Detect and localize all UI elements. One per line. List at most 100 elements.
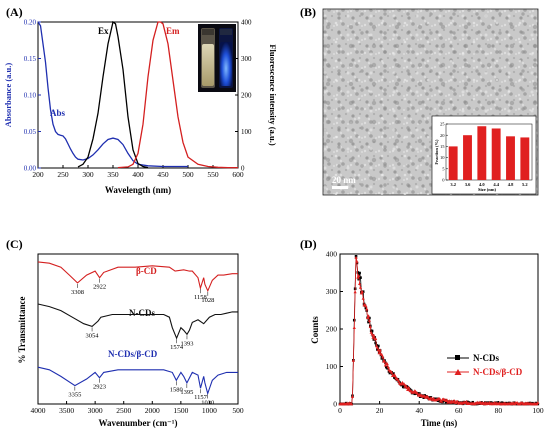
decay-point bbox=[364, 306, 368, 310]
y-tick-label-left: 0.05 bbox=[24, 128, 37, 136]
peak-label: 1580 bbox=[170, 386, 183, 393]
y-tick-label: 200 bbox=[326, 325, 338, 334]
y-tick-label-right: 400 bbox=[241, 19, 252, 27]
panel-c-xlabel: Wavenumber (cm⁻¹) bbox=[98, 418, 177, 428]
x-tick-label: 350 bbox=[107, 170, 119, 179]
panel-a-ylabel-left: Absorbance (a.u.) bbox=[3, 63, 13, 128]
ftir-line bbox=[37, 261, 238, 293]
panel-a-right-ticks: 0 100 200 300 400 bbox=[235, 19, 252, 173]
hist-x-tick-label: 4.8 bbox=[508, 182, 514, 187]
peak-label: 3308 bbox=[71, 289, 84, 296]
histogram: 0 5 10 15 20 25 3.2 3.6 4.0 4.4 4.8 5.2 bbox=[440, 122, 533, 187]
decay-point bbox=[370, 329, 374, 333]
decay-point bbox=[374, 341, 377, 345]
x-tick-label: 3500 bbox=[59, 406, 74, 415]
decay-point bbox=[359, 276, 362, 279]
decay-point bbox=[365, 307, 369, 311]
x-tick-label: 20 bbox=[376, 406, 384, 415]
decay-point bbox=[356, 275, 360, 279]
x-tick-label: 200 bbox=[32, 170, 44, 179]
panel-c-axes-frame bbox=[37, 253, 239, 405]
histogram-frame bbox=[445, 123, 533, 181]
decay-point bbox=[361, 290, 365, 293]
legend-ncds: N-CDs bbox=[473, 353, 499, 363]
panel-d-xlabel: Time (ns) bbox=[421, 418, 458, 428]
panel-b: (B) 20 nm 0 5 10 15 20 25 3.2 3.6 4.0 4.4 4.8 5.2 S… bbox=[300, 5, 539, 196]
hist-x-tick-label: 4.0 bbox=[479, 182, 485, 187]
panel-a-label: (A) bbox=[6, 5, 23, 19]
peak-label: 1028 bbox=[201, 297, 214, 304]
decay-point bbox=[351, 358, 355, 362]
decay-point bbox=[350, 394, 355, 398]
peak-label: 1157 bbox=[194, 394, 208, 401]
decay-point bbox=[358, 271, 361, 275]
decay-point bbox=[381, 355, 385, 359]
y-tick-label: 300 bbox=[326, 287, 338, 296]
decay-point bbox=[390, 370, 394, 374]
x-tick-label: 500 bbox=[182, 170, 194, 179]
decay-point bbox=[355, 259, 359, 263]
x-tick-label: 400 bbox=[132, 170, 144, 179]
decay-point bbox=[384, 361, 387, 365]
histogram-bar bbox=[463, 135, 472, 180]
panel-d-label: (D) bbox=[300, 237, 317, 251]
y-tick-label-left: 0.00 bbox=[24, 165, 37, 173]
histogram-xlabel: Size (nm) bbox=[478, 187, 497, 192]
decay-point bbox=[366, 316, 370, 320]
decay-point bbox=[357, 274, 361, 278]
ftir-line bbox=[37, 366, 238, 396]
x-tick-label: 80 bbox=[495, 406, 503, 415]
ex-label: Ex bbox=[98, 26, 109, 36]
panel-a-x-ticks: 200 250 300 350 400 450 500 550 600 bbox=[32, 165, 244, 179]
panel-d-axes-frame bbox=[339, 253, 539, 405]
y-tick-label: 100 bbox=[326, 362, 338, 371]
mix-label: N-CDs/β-CD bbox=[108, 349, 158, 359]
peak-label: 1574 bbox=[170, 344, 184, 351]
peak-label: 1158 bbox=[194, 294, 207, 301]
histogram-bar bbox=[448, 146, 458, 180]
decay-point bbox=[354, 255, 358, 259]
decay-point bbox=[370, 332, 374, 336]
panel-a-ylabel-right: Fluorescence intensity (a.u.) bbox=[268, 44, 278, 146]
decay-point bbox=[439, 399, 444, 403]
x-tick-label: 500 bbox=[232, 406, 244, 415]
hist-x-tick-label: 5.2 bbox=[522, 182, 528, 187]
y-tick-label-right: 0 bbox=[241, 165, 245, 173]
legend-mix: N-CDs/β-CD bbox=[473, 367, 523, 377]
x-tick-label: 450 bbox=[157, 170, 169, 179]
histogram-bar bbox=[520, 137, 530, 180]
abs-label: Abs bbox=[50, 108, 66, 118]
panel-c-series bbox=[37, 261, 238, 396]
peak-label: 1393 bbox=[180, 340, 193, 347]
y-tick-label-left: 0.20 bbox=[24, 19, 37, 27]
hist-x-tick-label: 4.4 bbox=[493, 182, 499, 187]
decay-point bbox=[382, 359, 387, 363]
histogram-ylabel: Fraction (%) bbox=[434, 139, 439, 165]
ftir-line bbox=[37, 303, 238, 340]
histogram-bar bbox=[477, 126, 487, 180]
decay-point bbox=[380, 353, 384, 357]
panel-a: (A) 200 250 300 350 400 450 500 550 600 0.00 0.05… bbox=[3, 5, 278, 195]
decay-point bbox=[358, 281, 362, 285]
panel-d-ylabel: Counts bbox=[310, 316, 320, 344]
x-tick-label: 300 bbox=[82, 170, 94, 179]
histogram-bar bbox=[506, 136, 515, 180]
histogram-bar bbox=[491, 128, 501, 180]
x-tick-label: 1500 bbox=[173, 406, 188, 415]
x-tick-label: 2500 bbox=[116, 406, 131, 415]
peak-label: 1395 bbox=[180, 389, 193, 396]
peak-label: 3355 bbox=[68, 392, 81, 399]
vial-photo-inset bbox=[198, 24, 236, 92]
panel-c-label: (C) bbox=[6, 237, 23, 251]
x-tick-label: 3000 bbox=[88, 406, 103, 415]
decay-point bbox=[364, 304, 368, 308]
decay-point bbox=[407, 385, 411, 389]
decay-point bbox=[404, 383, 408, 387]
panel-a-left-ticks: 0.00 0.05 0.10 0.15 0.20 bbox=[24, 19, 41, 173]
peak-label: 2922 bbox=[93, 284, 106, 291]
decay-point bbox=[376, 348, 379, 351]
decay-point bbox=[372, 333, 376, 337]
decay-point bbox=[371, 335, 375, 339]
